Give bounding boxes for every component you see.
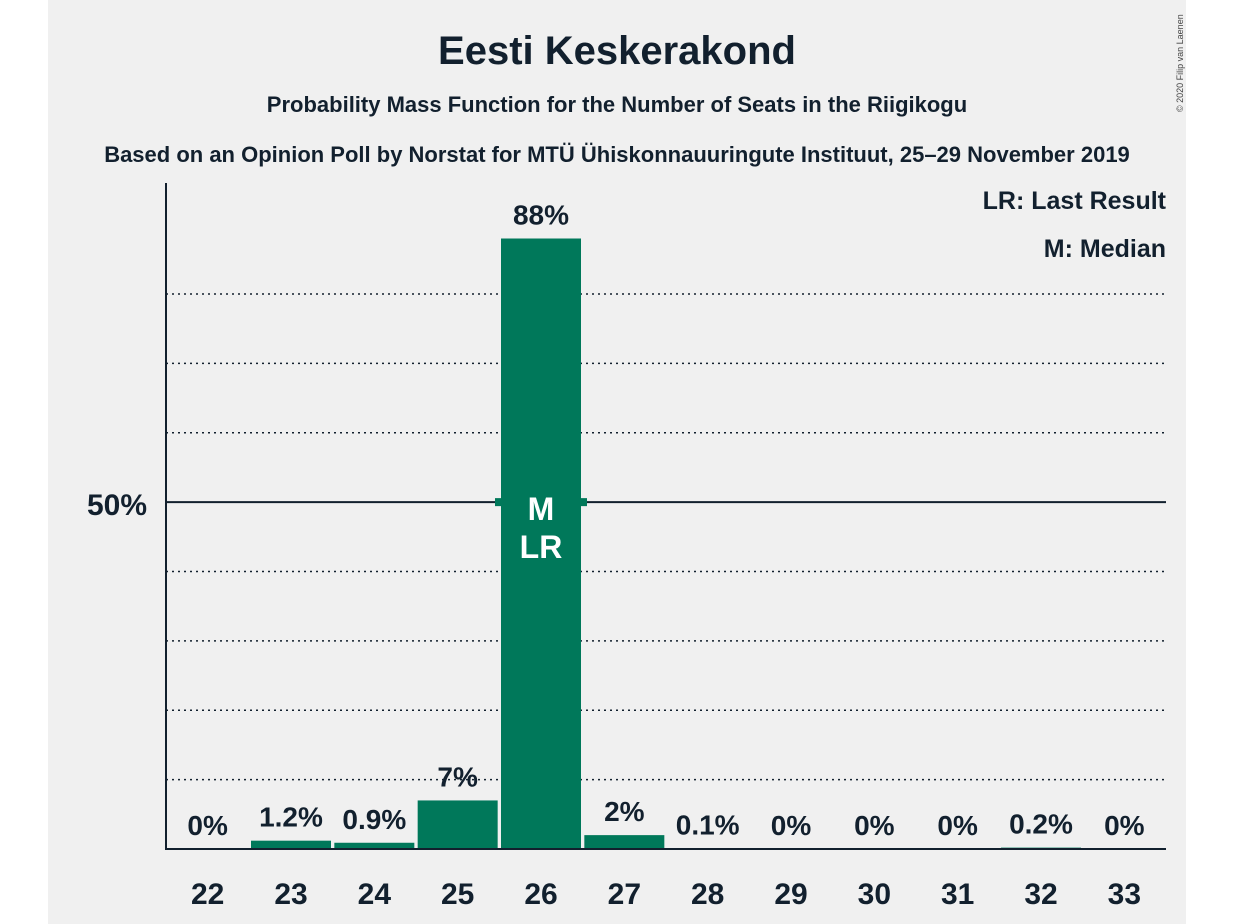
chart-background [48,0,1186,924]
x-tick-label: 24 [358,878,392,911]
bar-value-label: 88% [513,200,569,231]
copyright-text: © 2020 Filip van Laenen [1175,14,1185,112]
x-tick-label: 28 [691,878,724,911]
x-tick-label: 27 [608,878,641,911]
y-tick-label-50: 50% [87,489,147,522]
bar-value-label: 0% [854,810,895,841]
bar [417,800,498,849]
x-tick-label: 31 [941,878,974,911]
x-tick-labels: 22 23 24 25 26 27 28 29 30 31 32 33 [191,878,1141,911]
bars [251,238,1081,849]
legend-median: M: Median [1044,235,1166,263]
x-tick-label: 26 [524,878,557,911]
bar-value-label: 2% [604,796,645,827]
median-marker: M [528,491,555,527]
bar-value-label: 0.9% [342,804,406,835]
marker-backing [495,498,587,507]
chart-subtitle: Probability Mass Function for the Number… [267,92,967,117]
bar-value-label: 0% [1104,810,1145,841]
x-tick-label: 32 [1024,878,1057,911]
x-tick-label: 22 [191,878,224,911]
x-tick-label: 25 [441,878,474,911]
bar-value-label: 0% [771,810,812,841]
bar-value-label: 7% [437,761,478,792]
last-result-marker: LR [520,529,563,565]
bar-value-label: 0.1% [676,809,740,840]
chart-subtitle-poll: Based on an Opinion Poll by Norstat for … [104,142,1130,167]
bar-value-label: 0.2% [1009,809,1073,840]
x-tick-label: 29 [774,878,807,911]
bar [334,842,415,849]
bar [251,840,331,849]
x-tick-label: 30 [858,878,891,911]
x-tick-label: 23 [274,878,307,911]
bar-value-label: 0% [187,810,228,841]
bar-value-label: 1.2% [259,802,323,833]
bar-value-label: 0% [937,810,978,841]
legend-last-result: LR: Last Result [983,187,1167,215]
bar [501,238,581,849]
value-labels: 0% 1.2% 0.9% 7% 88% 2% 0.1% 0% 0% 0% 0.2% 0% MLR [187,200,1144,842]
chart-title: Eesti Keskerakond [438,29,796,73]
gridlines [166,293,1166,781]
bar [584,835,665,849]
x-tick-label: 33 [1108,878,1141,911]
